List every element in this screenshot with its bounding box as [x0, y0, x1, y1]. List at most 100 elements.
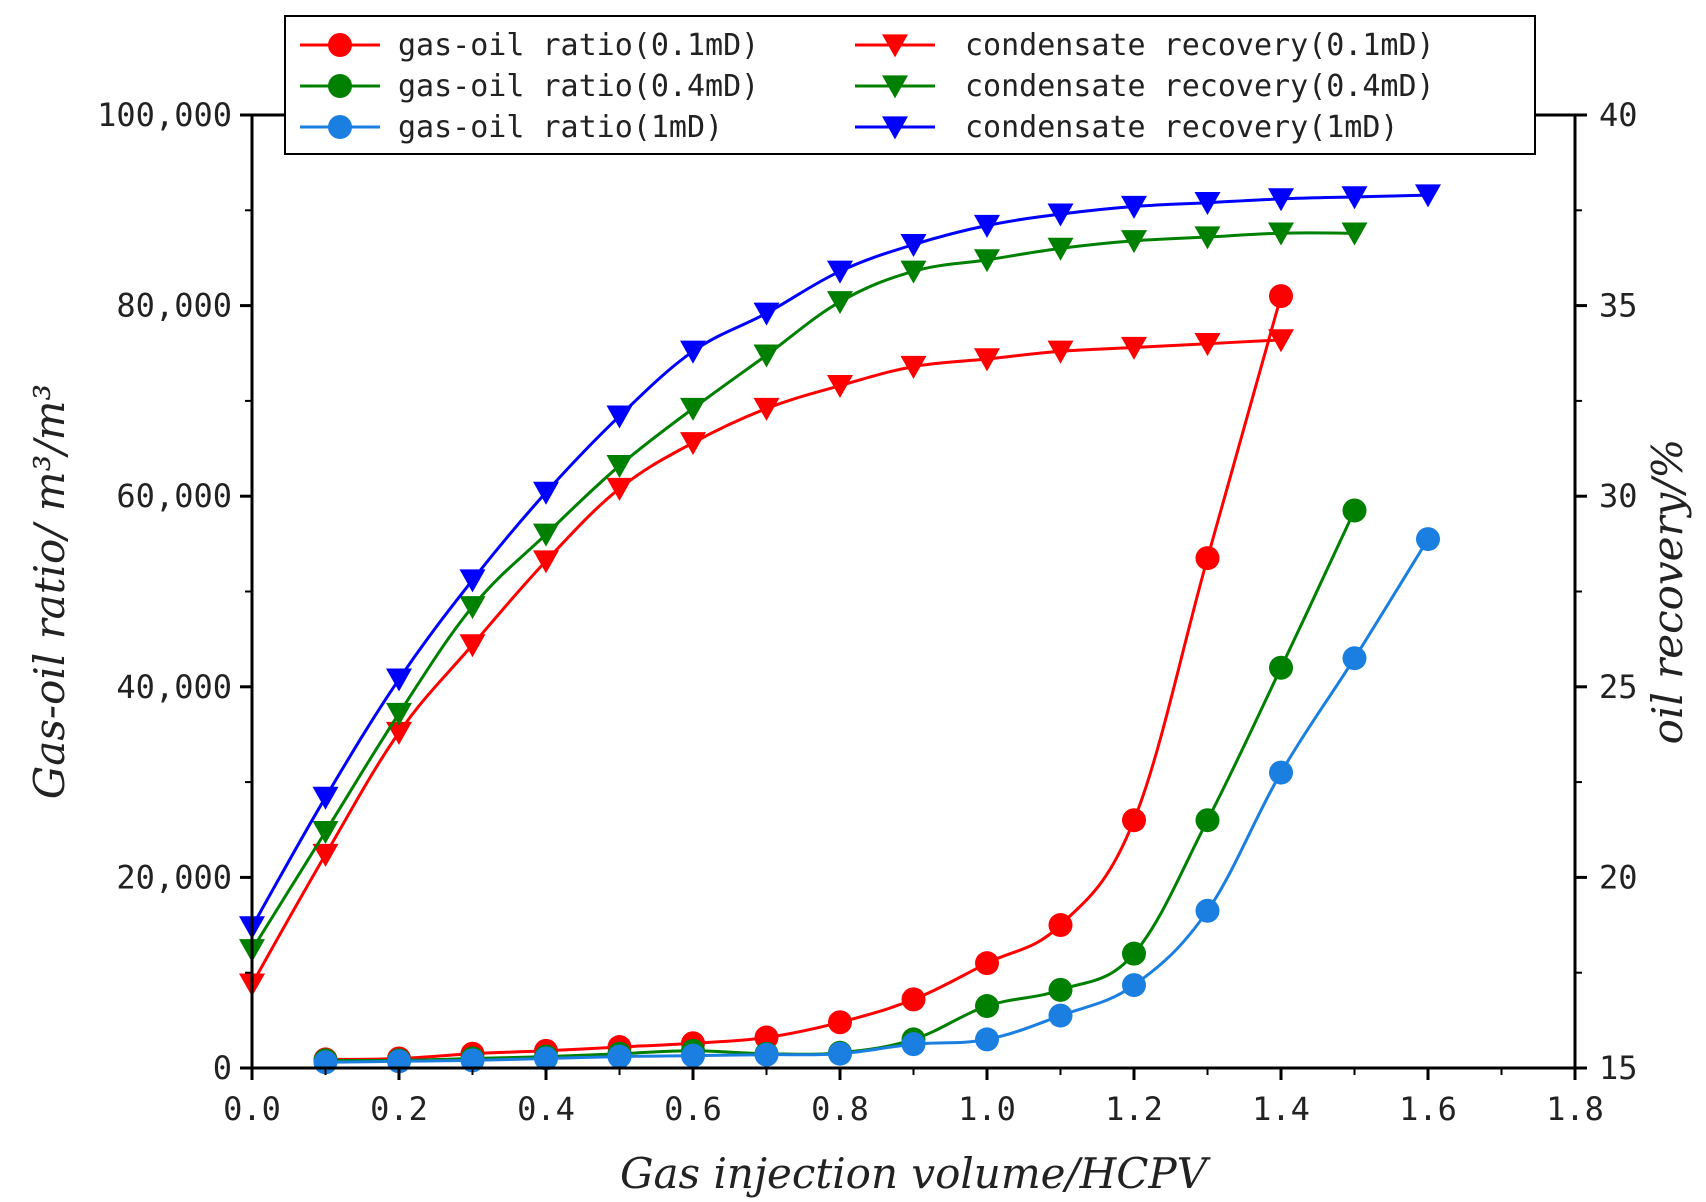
- series-layer: [239, 184, 1441, 1075]
- legend-marker: [328, 74, 352, 98]
- y-right-tick-label: 20: [1599, 858, 1638, 896]
- legend-item-0: gas-oil ratio(0.1mD): [300, 28, 759, 63]
- data-point-s3-6: [680, 432, 706, 456]
- x-tick-label: 0.6: [664, 1090, 722, 1128]
- data-point-s3-9: [900, 355, 927, 379]
- data-point-s0-7: [828, 1010, 852, 1035]
- y-left-axis-title: Gas-oil ratio/ m³/m³: [25, 384, 74, 800]
- legend-marker: [882, 75, 908, 99]
- data-point-s5-2: [386, 668, 412, 692]
- data-point-s4-12: [1121, 230, 1147, 254]
- data-point-s2-15: [1416, 527, 1440, 552]
- data-point-s3-14: [1268, 329, 1294, 353]
- plot-frame: [250, 113, 1577, 1070]
- series-line-1: [325, 509, 1356, 1063]
- legend-item-3: condensate recovery(0.1mD): [855, 28, 1435, 63]
- legend-item-4: condensate recovery(0.4mD): [855, 69, 1435, 104]
- legend-item-5: condensate recovery(1mD): [855, 110, 1398, 145]
- y-left-tick-label: 40,000: [116, 668, 232, 706]
- data-point-s4-11: [1047, 237, 1074, 261]
- x-tick-label: 1.8: [1546, 1090, 1604, 1128]
- data-point-s5-5: [606, 405, 633, 429]
- data-point-s5-7: [753, 302, 780, 326]
- y-left-tick-label: 0: [213, 1049, 232, 1087]
- data-point-s4-2: [386, 702, 412, 726]
- y-right-axis-title: oil recovery/%: [1643, 439, 1692, 745]
- y-right-tick-label: 40: [1599, 96, 1638, 134]
- data-point-s5-10: [974, 214, 1000, 238]
- data-point-s0-11: [1122, 808, 1146, 833]
- x-tick-label: 0.0: [223, 1090, 281, 1128]
- data-point-s5-3: [459, 569, 486, 593]
- data-point-s5-9: [900, 233, 927, 257]
- legend-marker: [882, 116, 908, 140]
- series-line-4: [250, 231, 1355, 951]
- data-point-s5-14: [1268, 188, 1294, 212]
- y-right-tick-label: 35: [1599, 287, 1638, 325]
- data-point-s5-8: [827, 260, 853, 284]
- data-point-s4-1: [312, 820, 339, 845]
- data-point-s3-7: [753, 397, 780, 421]
- legend-label: gas-oil ratio(1mD): [398, 110, 723, 145]
- x-tick-label: 0.8: [811, 1090, 869, 1128]
- data-point-s2-3: [534, 1046, 558, 1071]
- y-left-tick-label: 100,000: [97, 96, 232, 134]
- y-left-tick-label: 20,000: [116, 858, 232, 896]
- legend-item-2: gas-oil ratio(1mD): [300, 110, 723, 145]
- data-point-s4-8: [827, 291, 853, 315]
- data-point-s3-3: [459, 634, 486, 658]
- legend: gas-oil ratio(0.1mD) gas-oil ratio(0.4mD)…: [284, 15, 1536, 155]
- data-point-s1-13: [1269, 655, 1293, 680]
- legend-marker: [328, 115, 352, 139]
- data-point-s4-15: [1341, 222, 1368, 246]
- data-point-s2-6: [754, 1042, 779, 1067]
- data-point-s0-10: [1048, 913, 1073, 938]
- data-point-s2-9: [975, 1027, 999, 1052]
- data-point-s5-12: [1121, 195, 1147, 219]
- data-point-s3-13: [1194, 333, 1221, 357]
- data-point-s2-10: [1048, 1003, 1073, 1028]
- data-point-s5-1: [312, 786, 339, 810]
- data-point-s4-9: [900, 260, 927, 284]
- data-point-s1-14: [1342, 498, 1367, 523]
- legend-label: gas-oil ratio(0.1mD): [398, 28, 759, 63]
- y-right-tick-label: 30: [1599, 477, 1638, 515]
- data-point-s3-2: [386, 721, 412, 745]
- data-point-s2-7: [828, 1041, 852, 1066]
- legend-label: condensate recovery(1mD): [965, 110, 1398, 145]
- data-point-s0-9: [975, 951, 999, 976]
- data-point-s2-8: [901, 1032, 926, 1057]
- data-point-s4-14: [1268, 222, 1294, 246]
- axes-layer: 0.0 0.2 0.4 0.6 0.8 1.0 1.2 1.4 1.6 1.8 0 20,000 40,…: [25, 96, 1692, 1198]
- data-point-s5-4: [533, 481, 559, 505]
- data-point-s5-16: [1415, 184, 1441, 208]
- legend-label: condensate recovery(0.4mD): [965, 69, 1435, 104]
- legend-marker: [328, 33, 352, 57]
- x-tick-label: 1.6: [1399, 1090, 1457, 1128]
- x-tick-label: 0.4: [517, 1090, 575, 1128]
- x-tick-label: 1.4: [1252, 1090, 1310, 1128]
- data-point-s2-13: [1269, 760, 1293, 785]
- series-2: [313, 527, 1440, 1075]
- data-point-s0-13: [1269, 284, 1293, 309]
- data-point-s4-10: [974, 249, 1000, 273]
- data-point-s3-1: [312, 843, 339, 867]
- data-point-s3-4: [533, 550, 559, 574]
- data-point-s4-13: [1194, 226, 1221, 250]
- data-point-s4-5: [606, 455, 633, 479]
- data-point-s3-11: [1047, 340, 1074, 364]
- data-point-s3-10: [974, 348, 1000, 372]
- data-point-s2-4: [607, 1044, 632, 1069]
- x-tick-label: 1.2: [1105, 1090, 1163, 1128]
- data-point-s2-2: [460, 1048, 485, 1073]
- data-point-s5-13: [1194, 192, 1221, 216]
- data-point-s3-12: [1121, 336, 1147, 360]
- y-right-tick-label: 15: [1599, 1049, 1638, 1087]
- y-left-tick-label: 80,000: [116, 287, 232, 325]
- data-point-s1-12: [1195, 808, 1220, 833]
- data-point-s2-12: [1195, 898, 1220, 923]
- data-point-s2-11: [1122, 973, 1146, 998]
- x-tick-label: 0.2: [370, 1090, 428, 1128]
- data-point-s2-14: [1342, 646, 1367, 671]
